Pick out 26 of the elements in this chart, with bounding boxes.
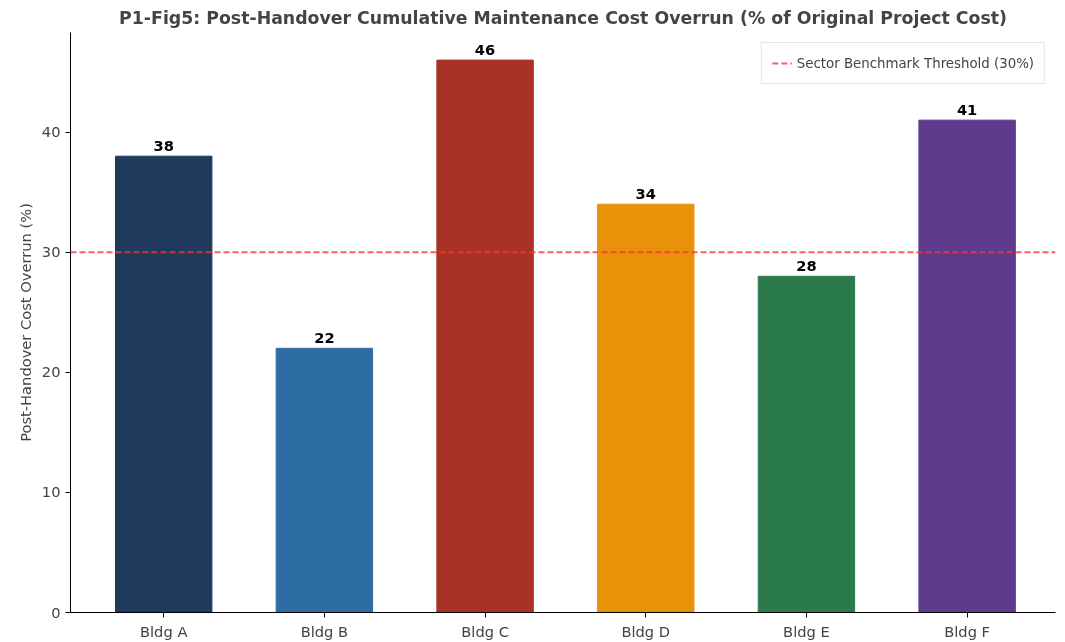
legend-label: Sector Benchmark Threshold (30%) xyxy=(796,55,1034,71)
x-tick-label: Bldg E xyxy=(783,622,830,640)
y-tick-label: 10 xyxy=(41,483,61,501)
x-tick-label: Bldg D xyxy=(621,622,671,640)
x-tick-label: Bldg C xyxy=(461,622,509,640)
data-label: 38 xyxy=(153,137,174,155)
y-tick-label: 20 xyxy=(41,363,61,381)
bar xyxy=(275,347,374,613)
bar xyxy=(436,59,534,613)
data-label: 22 xyxy=(314,329,335,347)
y-tick-label: 30 xyxy=(41,243,61,261)
data-label: 28 xyxy=(796,257,817,275)
bar xyxy=(757,275,856,613)
chart-title: P1-Fig5: Post-Handover Cumulative Maintenance Cost Overrun (% of Original Project Cost) xyxy=(119,7,1007,28)
bar xyxy=(114,155,213,613)
x-tick-label: Bldg B xyxy=(300,622,349,640)
x-tick-label: Bldg F xyxy=(944,622,991,640)
data-label: 46 xyxy=(474,41,496,59)
y-tick-label: 40 xyxy=(41,123,61,141)
x-tick-label: Bldg A xyxy=(139,622,188,640)
bar xyxy=(597,203,695,613)
bar xyxy=(918,119,1016,613)
data-label: 34 xyxy=(635,185,656,203)
y-tick-label: 0 xyxy=(51,603,61,621)
y-axis-title: Post-Handover Cost Overrun (%) xyxy=(16,203,34,442)
data-label: 41 xyxy=(956,101,978,119)
